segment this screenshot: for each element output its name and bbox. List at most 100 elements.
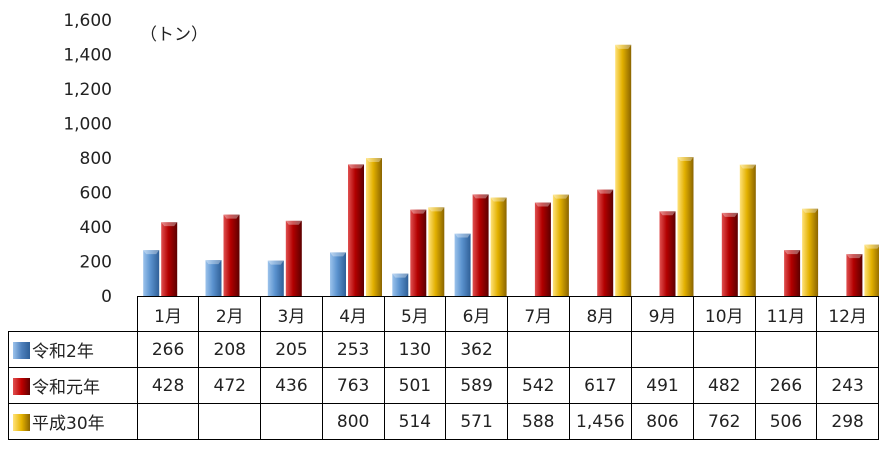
bar-bevel xyxy=(267,260,284,265)
y-tick-label: 1,000 xyxy=(63,115,112,135)
x-tick-label: 12月 xyxy=(816,296,879,332)
y-tick-label: 200 xyxy=(80,253,112,273)
bar-bevel xyxy=(205,260,222,265)
x-tick-label: 2月 xyxy=(198,296,262,332)
x-tick-label: 11月 xyxy=(754,296,818,332)
y-tick-label: 600 xyxy=(80,184,112,204)
bar-bevel xyxy=(490,197,507,202)
y-tick-label: 400 xyxy=(80,218,112,238)
bar-1-6 xyxy=(454,233,471,296)
bar-2-11 xyxy=(784,250,801,296)
bar-bevel xyxy=(366,158,383,162)
y-tick-label: 1,400 xyxy=(63,46,112,66)
data-label: 243 xyxy=(816,367,879,404)
bar-bevel xyxy=(597,189,614,194)
bar-bevel xyxy=(472,194,489,199)
x-tick-label: 5月 xyxy=(383,296,447,332)
data-table: 1月 2月 3月 4月 5月 6月 7月 8月 9月 10月 11月 12月 令和2年 266 208 205… xyxy=(8,296,879,440)
data-label: 428 xyxy=(136,367,200,404)
data-label xyxy=(816,331,879,368)
legend-label: 令和元年 xyxy=(32,378,100,398)
bar-2-5 xyxy=(410,209,427,296)
data-label: 208 xyxy=(198,331,262,368)
bar-2-3 xyxy=(285,220,302,296)
bar-1-3 xyxy=(267,260,284,296)
data-label: 617 xyxy=(568,367,633,404)
bar-3-9 xyxy=(677,157,694,296)
bar-bevel xyxy=(802,208,819,213)
x-tick-label: 4月 xyxy=(321,296,385,332)
bar-3-10 xyxy=(739,164,756,296)
data-label: 266 xyxy=(136,331,200,368)
bar-bevel xyxy=(846,254,863,259)
data-label: 506 xyxy=(754,403,818,440)
data-label: 298 xyxy=(816,403,879,440)
x-tick-label: 8月 xyxy=(568,296,633,332)
bar-3-4 xyxy=(366,158,382,296)
x-tick-label: 10月 xyxy=(692,296,756,332)
bars xyxy=(143,44,879,296)
data-label: 806 xyxy=(631,403,694,440)
bar-bevel xyxy=(392,273,409,278)
data-label xyxy=(692,331,756,368)
x-tick-label: 1月 xyxy=(136,296,200,332)
bar-2-10 xyxy=(721,212,738,296)
bar-bevel xyxy=(552,194,569,199)
bar-3-12 xyxy=(864,244,879,296)
bar-bevel xyxy=(348,164,365,169)
data-label: 253 xyxy=(321,331,385,368)
data-label xyxy=(506,331,570,368)
bar-bevel xyxy=(410,209,427,214)
bar-bevel xyxy=(143,250,160,255)
data-label xyxy=(198,403,262,440)
table-row: 令和2年 266 208 205 253 130 362 xyxy=(8,331,879,368)
bar-2-12 xyxy=(846,254,863,296)
legend-entry: 令和2年 xyxy=(8,331,138,368)
bar-bevel xyxy=(784,250,801,255)
data-label: 266 xyxy=(754,367,818,404)
bar-3-8 xyxy=(615,44,632,296)
bar-2-1 xyxy=(161,222,178,296)
data-label: 589 xyxy=(445,367,508,404)
bar-3-5 xyxy=(428,207,445,296)
bar-bevel xyxy=(721,212,738,217)
bar-bevel xyxy=(677,156,694,161)
data-label xyxy=(631,331,694,368)
data-label: 588 xyxy=(506,403,570,440)
data-label: 205 xyxy=(260,331,323,368)
bar-3-6 xyxy=(490,197,507,296)
data-label: 763 xyxy=(321,367,385,404)
y-tick-label: 1,600 xyxy=(63,11,112,31)
data-label xyxy=(260,403,323,440)
bar-bevel xyxy=(161,222,178,227)
x-tick-label: 7月 xyxy=(506,296,570,332)
bar-bevel xyxy=(615,44,632,49)
data-label: 491 xyxy=(631,367,694,404)
data-label: 482 xyxy=(692,367,756,404)
bar-3-11 xyxy=(802,208,819,296)
data-label: 1,456 xyxy=(568,403,633,440)
bar-bevel xyxy=(285,220,302,225)
y-tick-label: 1,200 xyxy=(63,80,112,100)
data-label: 542 xyxy=(506,367,570,404)
legend-label: 平成30年 xyxy=(32,414,105,434)
data-label: 472 xyxy=(198,367,262,404)
bar-3-7 xyxy=(552,194,569,296)
data-label: 130 xyxy=(383,331,447,368)
data-label: 571 xyxy=(445,403,508,440)
data-label: 501 xyxy=(383,367,447,404)
bar-bevel xyxy=(223,214,240,219)
table-corner xyxy=(8,296,138,332)
table-header-row: 1月 2月 3月 4月 5月 6月 7月 8月 9月 10月 11月 12月 xyxy=(8,296,879,332)
data-label: 514 xyxy=(383,403,447,440)
data-label xyxy=(568,331,633,368)
legend-entry: 平成30年 xyxy=(8,403,138,440)
data-label xyxy=(754,331,818,368)
bar-2-4 xyxy=(348,164,364,296)
bar-2-9 xyxy=(659,211,676,296)
unit-label: （トン） xyxy=(140,25,208,45)
bar-2-8 xyxy=(597,189,614,296)
bar-1-5 xyxy=(392,273,409,296)
bar-bevel xyxy=(659,211,676,216)
